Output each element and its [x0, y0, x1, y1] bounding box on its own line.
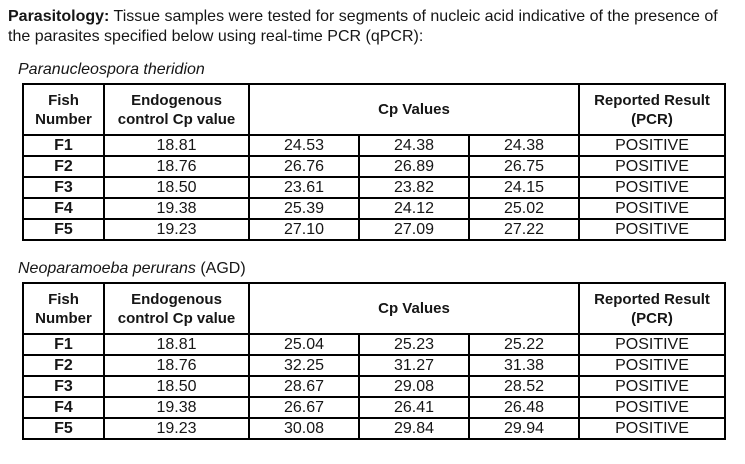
- fish-number-cell: F4: [22, 396, 105, 419]
- cp-value-cell-3: 24.38: [468, 134, 580, 157]
- cp-value-cell-1: 27.10: [248, 218, 360, 241]
- header-endogenous-cp: Endogenous control Cp value: [103, 282, 250, 335]
- cp-value-cell-1: 25.39: [248, 197, 360, 220]
- cp-value-cell-3: 28.52: [468, 375, 580, 398]
- intro-label: Parasitology:: [8, 8, 110, 25]
- intro-paragraph: Parasitology: Tissue samples were tested…: [8, 7, 744, 47]
- cp-value-cell-3: 26.48: [468, 396, 580, 419]
- cp-value-cell-1: 26.67: [248, 396, 360, 419]
- endogenous-cp-cell: 19.38: [103, 197, 250, 220]
- header-cp-values: Cp Values: [248, 83, 580, 136]
- endogenous-cp-cell: 18.76: [103, 155, 250, 178]
- endogenous-cp-cell: 18.50: [103, 176, 250, 199]
- cp-value-cell-2: 27.09: [358, 218, 470, 241]
- reported-result-cell: POSITIVE: [578, 134, 726, 157]
- header-row: Fish Number Endogenous control Cp value …: [22, 282, 726, 335]
- reported-result-cell: POSITIVE: [578, 354, 726, 377]
- cp-value-cell-3: 31.38: [468, 354, 580, 377]
- cp-value-cell-1: 28.67: [248, 375, 360, 398]
- cp-value-cell-3: 27.22: [468, 218, 580, 241]
- table-row: F5 19.23 30.08 29.84 29.94 POSITIVE: [22, 417, 726, 440]
- table-row: F1 18.81 25.04 25.23 25.22 POSITIVE: [22, 333, 726, 356]
- reported-result-cell: POSITIVE: [578, 197, 726, 220]
- table-title: Paranucleospora theridion: [18, 61, 737, 79]
- table-section-neoparamoeba: Neoparamoeba perurans (AGD) Fish Number …: [8, 260, 737, 440]
- cp-value-cell-2: 26.89: [358, 155, 470, 178]
- table-row: F4 19.38 26.67 26.41 26.48 POSITIVE: [22, 396, 726, 419]
- cp-value-cell-2: 31.27: [358, 354, 470, 377]
- endogenous-cp-cell: 19.23: [103, 417, 250, 440]
- cp-value-cell-3: 26.75: [468, 155, 580, 178]
- cp-value-cell-1: 25.04: [248, 333, 360, 356]
- header-reported-result: Reported Result (PCR): [578, 282, 726, 335]
- cp-value-cell-2: 25.23: [358, 333, 470, 356]
- table-row: F1 18.81 24.53 24.38 24.38 POSITIVE: [22, 134, 726, 157]
- parasite-name: Neoparamoeba perurans: [18, 260, 196, 277]
- cp-value-cell-1: 32.25: [248, 354, 360, 377]
- intro-text: Tissue samples were tested for segments …: [8, 8, 718, 45]
- header-row: Fish Number Endogenous control Cp value …: [22, 83, 726, 136]
- cp-value-cell-3: 24.15: [468, 176, 580, 199]
- endogenous-cp-cell: 19.23: [103, 218, 250, 241]
- table-title: Neoparamoeba perurans (AGD): [18, 260, 737, 278]
- endogenous-cp-cell: 18.76: [103, 354, 250, 377]
- header-fish-number: Fish Number: [22, 83, 105, 136]
- cp-value-cell-1: 24.53: [248, 134, 360, 157]
- parasite-name: Paranucleospora theridion: [18, 61, 205, 78]
- endogenous-cp-cell: 18.50: [103, 375, 250, 398]
- reported-result-cell: POSITIVE: [578, 417, 726, 440]
- fish-number-cell: F3: [22, 176, 105, 199]
- cp-value-cell-2: 29.08: [358, 375, 470, 398]
- header-fish-number: Fish Number: [22, 282, 105, 335]
- cp-value-cell-3: 25.22: [468, 333, 580, 356]
- cp-value-cell-2: 24.12: [358, 197, 470, 220]
- fish-number-cell: F1: [22, 333, 105, 356]
- fish-number-cell: F3: [22, 375, 105, 398]
- reported-result-cell: POSITIVE: [578, 396, 726, 419]
- reported-result-cell: POSITIVE: [578, 155, 726, 178]
- table-row: F3 18.50 23.61 23.82 24.15 POSITIVE: [22, 176, 726, 199]
- fish-number-cell: F2: [22, 155, 105, 178]
- document-page: Parasitology: Tissue samples were tested…: [8, 7, 744, 440]
- header-reported-result: Reported Result (PCR): [578, 83, 726, 136]
- reported-result-cell: POSITIVE: [578, 176, 726, 199]
- header-cp-values: Cp Values: [248, 282, 580, 335]
- parasite-name-suffix: (AGD): [195, 260, 246, 277]
- fish-number-cell: F4: [22, 197, 105, 220]
- pcr-results-table-neoparamoeba: Fish Number Endogenous control Cp value …: [22, 282, 726, 440]
- cp-value-cell-1: 26.76: [248, 155, 360, 178]
- table-row: F2 18.76 26.76 26.89 26.75 POSITIVE: [22, 155, 726, 178]
- reported-result-cell: POSITIVE: [578, 375, 726, 398]
- reported-result-cell: POSITIVE: [578, 333, 726, 356]
- cp-value-cell-1: 23.61: [248, 176, 360, 199]
- table-section-paranucleospora: Paranucleospora theridion Fish Number En…: [8, 61, 737, 241]
- fish-number-cell: F1: [22, 134, 105, 157]
- table-row: F2 18.76 32.25 31.27 31.38 POSITIVE: [22, 354, 726, 377]
- endogenous-cp-cell: 18.81: [103, 134, 250, 157]
- table-row: F5 19.23 27.10 27.09 27.22 POSITIVE: [22, 218, 726, 241]
- endogenous-cp-cell: 18.81: [103, 333, 250, 356]
- table-row: F3 18.50 28.67 29.08 28.52 POSITIVE: [22, 375, 726, 398]
- cp-value-cell-2: 24.38: [358, 134, 470, 157]
- cp-value-cell-3: 25.02: [468, 197, 580, 220]
- cp-value-cell-2: 26.41: [358, 396, 470, 419]
- cp-value-cell-1: 30.08: [248, 417, 360, 440]
- endogenous-cp-cell: 19.38: [103, 396, 250, 419]
- table-row: F4 19.38 25.39 24.12 25.02 POSITIVE: [22, 197, 726, 220]
- fish-number-cell: F5: [22, 417, 105, 440]
- cp-value-cell-2: 29.84: [358, 417, 470, 440]
- fish-number-cell: F2: [22, 354, 105, 377]
- cp-value-cell-3: 29.94: [468, 417, 580, 440]
- pcr-results-table-paranucleospora: Fish Number Endogenous control Cp value …: [22, 83, 726, 241]
- cp-value-cell-2: 23.82: [358, 176, 470, 199]
- reported-result-cell: POSITIVE: [578, 218, 726, 241]
- header-endogenous-cp: Endogenous control Cp value: [103, 83, 250, 136]
- fish-number-cell: F5: [22, 218, 105, 241]
